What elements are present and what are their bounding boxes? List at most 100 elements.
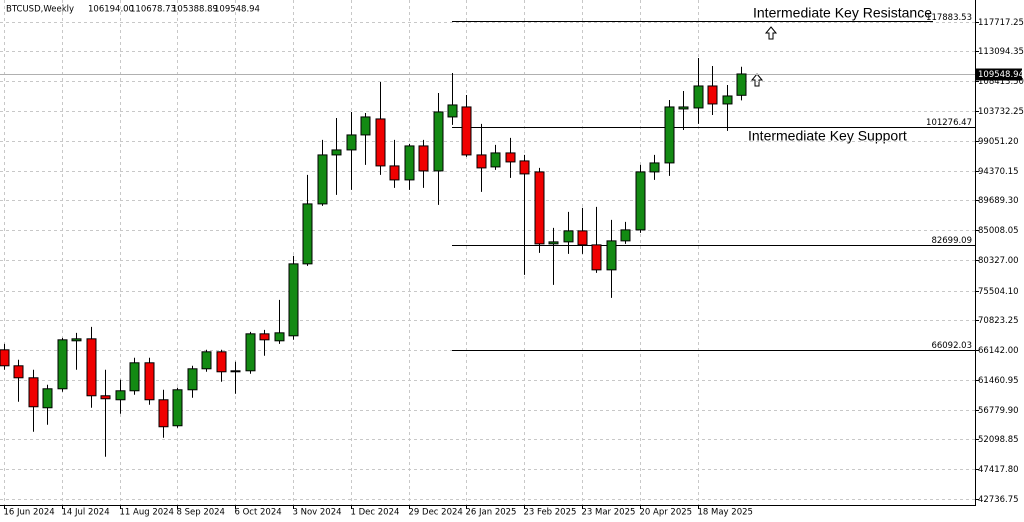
- level-label: 66092.03: [931, 341, 972, 351]
- x-tick-label: 3 Nov 2024: [293, 508, 342, 518]
- y-tick-label: 70823.25: [978, 316, 1019, 326]
- candle-body: [678, 106, 689, 110]
- candle-body: [0, 349, 10, 367]
- candle-body: [606, 240, 617, 271]
- candle-body: [144, 362, 155, 401]
- candle-body: [693, 85, 704, 109]
- x-tick-label: 29 Dec 2024: [409, 508, 463, 518]
- candle-body: [100, 395, 111, 400]
- x-tick-label: 6 Oct 2024: [235, 508, 282, 518]
- candle-body: [707, 85, 718, 105]
- y-tick-label: 85008.05: [978, 226, 1019, 236]
- candle-body: [519, 160, 530, 175]
- candle-body: [534, 171, 545, 245]
- y-tick-label: 52098.85: [978, 435, 1019, 445]
- x-tick-label: 23 Feb 2025: [524, 508, 577, 518]
- header-value: 110678.73: [130, 5, 176, 15]
- x-tick-label: 14 Jul 2024: [62, 508, 110, 518]
- candle-body: [505, 152, 516, 163]
- arrow-up: [750, 73, 764, 87]
- candle-body: [591, 244, 602, 271]
- header-value: 109548.94: [214, 5, 260, 15]
- y-tick-label: 94370.15: [978, 167, 1019, 177]
- candle-body: [563, 230, 574, 243]
- y-tick-label: 99051.20: [978, 137, 1019, 147]
- grid: [0, 0, 975, 505]
- resistance-annotation: Intermediate Key Resistance: [753, 5, 932, 21]
- candle-body: [490, 152, 501, 168]
- candle-body: [42, 388, 53, 409]
- candle-body: [375, 118, 386, 167]
- arrow-up: [764, 26, 778, 40]
- y-tick-label: 42736.75: [978, 495, 1019, 505]
- y-tick-label: 61460.95: [978, 376, 1019, 386]
- x-tick-label: 16 Jun 2024: [4, 508, 55, 518]
- candle-body: [172, 389, 183, 427]
- candle-body: [433, 111, 444, 172]
- header-value: 106194.00: [88, 5, 134, 15]
- x-tick-label: 18 May 2025: [698, 508, 753, 518]
- support-annotation: Intermediate Key Support: [748, 128, 907, 144]
- last-price-box: [976, 68, 1022, 81]
- candle-body: [476, 154, 487, 169]
- candle-body: [230, 370, 241, 373]
- level-label: 82699.09: [931, 236, 972, 246]
- candle-body: [331, 149, 342, 156]
- x-tick-label: 26 Jan 2025: [466, 508, 517, 518]
- candle-body: [736, 73, 747, 96]
- candle-body: [259, 333, 270, 341]
- y-tick-label: 117717.25: [978, 18, 1024, 28]
- x-tick-label: 1 Dec 2024: [351, 508, 400, 518]
- candle-body: [418, 145, 429, 172]
- candle-body: [216, 351, 227, 373]
- y-tick-label: 56779.90: [978, 406, 1019, 416]
- y-tick-label: 66142.00: [978, 346, 1019, 356]
- x-tick-label: 20 Apr 2025: [640, 508, 693, 518]
- candle-body: [360, 116, 371, 136]
- header-value: 105388.89: [172, 5, 218, 15]
- candles: [0, 57, 747, 457]
- candle-body: [71, 338, 82, 342]
- level-label: 117883.53: [926, 13, 972, 23]
- y-tick-label: 103732.25: [978, 107, 1024, 117]
- candle-body: [722, 95, 733, 105]
- candle-body: [13, 365, 24, 379]
- candle-body: [158, 399, 169, 428]
- candle-body: [620, 229, 631, 242]
- chart-title: BTCUSD,Weekly: [6, 5, 74, 15]
- level-label: 101276.47: [926, 118, 972, 128]
- candle-body: [115, 390, 126, 401]
- candle-body: [389, 165, 400, 181]
- y-tick-label: 89689.30: [978, 196, 1019, 206]
- candle-body: [129, 362, 140, 392]
- candle-body: [28, 377, 39, 408]
- x-tick-label: 23 Mar 2025: [582, 508, 636, 518]
- last-price-label: 109548.94: [978, 70, 1024, 80]
- levels: 117883.53 101276.47 82699.09 66092.03: [0, 13, 975, 351]
- candle-body: [57, 339, 68, 390]
- y-tick-label: 47417.80: [978, 465, 1019, 475]
- candle-body: [461, 106, 472, 156]
- candle-body: [664, 106, 675, 164]
- candle-body: [649, 162, 660, 173]
- candle-body: [245, 333, 256, 372]
- candle-body: [346, 134, 357, 151]
- candle-body: [635, 171, 646, 231]
- candle-body: [404, 145, 415, 181]
- candle-body: [447, 104, 458, 118]
- candle-body: [302, 203, 313, 265]
- y-tick-label: 80327.00: [978, 256, 1019, 266]
- candle-body: [317, 154, 328, 205]
- y-tick-label: 108413.50: [978, 77, 1024, 87]
- x-tick-label: 11 Aug 2024: [120, 508, 174, 518]
- y-tick-label: 113094.35: [978, 47, 1024, 57]
- candle-body: [86, 338, 97, 397]
- candle-body: [274, 332, 285, 342]
- y-tick-label: 75504.10: [978, 287, 1019, 297]
- candle-body: [201, 351, 212, 370]
- candle-body: [288, 263, 299, 337]
- x-tick-label: 8 Sep 2024: [177, 508, 225, 518]
- candle-body: [577, 230, 588, 246]
